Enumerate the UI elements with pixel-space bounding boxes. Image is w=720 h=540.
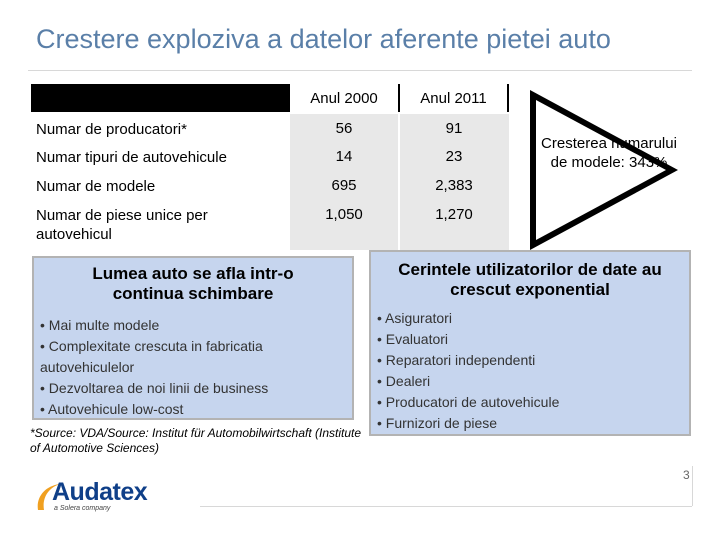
- column-2000-bg: [290, 114, 398, 250]
- user-requirements-box: Cerintele utilizatorilor de date au cres…: [369, 250, 691, 436]
- row-value-2000: 14: [335, 148, 353, 165]
- header-anul-2011: Anul 2011: [400, 84, 507, 112]
- row-label: Numar de producatori*: [36, 121, 187, 138]
- source-note: *Source: VDA/Source: Institut für Automo…: [30, 426, 362, 455]
- row-label: Numar de piese unice per autovehicul: [36, 207, 208, 243]
- title-divider: [28, 70, 692, 71]
- arrow-shape-icon: [530, 90, 678, 250]
- market-change-list: • Mai multe modele • Complexitate crescu…: [40, 315, 330, 420]
- row-value-2011: 91: [445, 120, 463, 137]
- list-item: • Furnizori de piese: [377, 415, 498, 431]
- audatex-logo: Audatex a Solera company: [34, 478, 174, 514]
- column-2011-bg: [400, 114, 509, 250]
- list-item: • Autovehicule low-cost: [40, 401, 184, 417]
- row-value-2011: 2,383: [435, 177, 473, 194]
- header-anul-2000: Anul 2000: [290, 84, 398, 112]
- user-requirements-heading: Cerintele utilizatorilor de date au cres…: [398, 260, 662, 299]
- row-value-2000: 695: [331, 177, 357, 194]
- logo-name: Audatex: [52, 478, 148, 506]
- row-value-2011: 1,270: [435, 206, 473, 223]
- list-item: • Reparatori independenti: [377, 352, 536, 368]
- logo-swoosh-icon: [37, 484, 60, 510]
- row-value-2000: 56: [335, 120, 353, 137]
- list-item: • Evaluatori: [377, 331, 449, 347]
- footer-divider-vertical: [692, 466, 693, 506]
- page-number: 3: [683, 468, 690, 482]
- row-value-2011: 23: [445, 148, 463, 165]
- list-item: • Complexitate crescuta in fabricatia au…: [40, 338, 263, 375]
- list-item: • Asiguratori: [377, 310, 452, 326]
- data-table: Anul 2000 Anul 2011 Numar de producatori…: [31, 84, 509, 250]
- market-change-box: Lumea auto se afla intr-o continua schim…: [32, 256, 354, 420]
- user-requirements-list: • Asiguratori • Evaluatori • Reparatori …: [377, 308, 677, 434]
- row-label: Numar tipuri de autovehicule: [36, 149, 227, 166]
- growth-arrow-callout: Cresterea numarului de modele: 343%: [530, 90, 678, 250]
- market-change-heading: Lumea auto se afla intr-o continua schim…: [92, 264, 294, 303]
- slide-title: Crestere exploziva a datelor aferente pi…: [36, 24, 611, 54]
- logo-tagline: a Solera company: [54, 505, 111, 512]
- list-item: • Dezvoltarea de noi linii de business: [40, 380, 269, 396]
- footer-divider: [200, 506, 692, 507]
- list-item: • Producatori de autovehicule: [377, 394, 560, 410]
- list-item: • Mai multe modele: [40, 317, 160, 333]
- row-label: Numar de modele: [36, 178, 156, 195]
- arrow-callout-text: Cresterea numarului de modele: 343%: [541, 135, 677, 171]
- list-item: • Dealeri: [377, 373, 431, 389]
- row-value-2000: 1,050: [325, 206, 363, 223]
